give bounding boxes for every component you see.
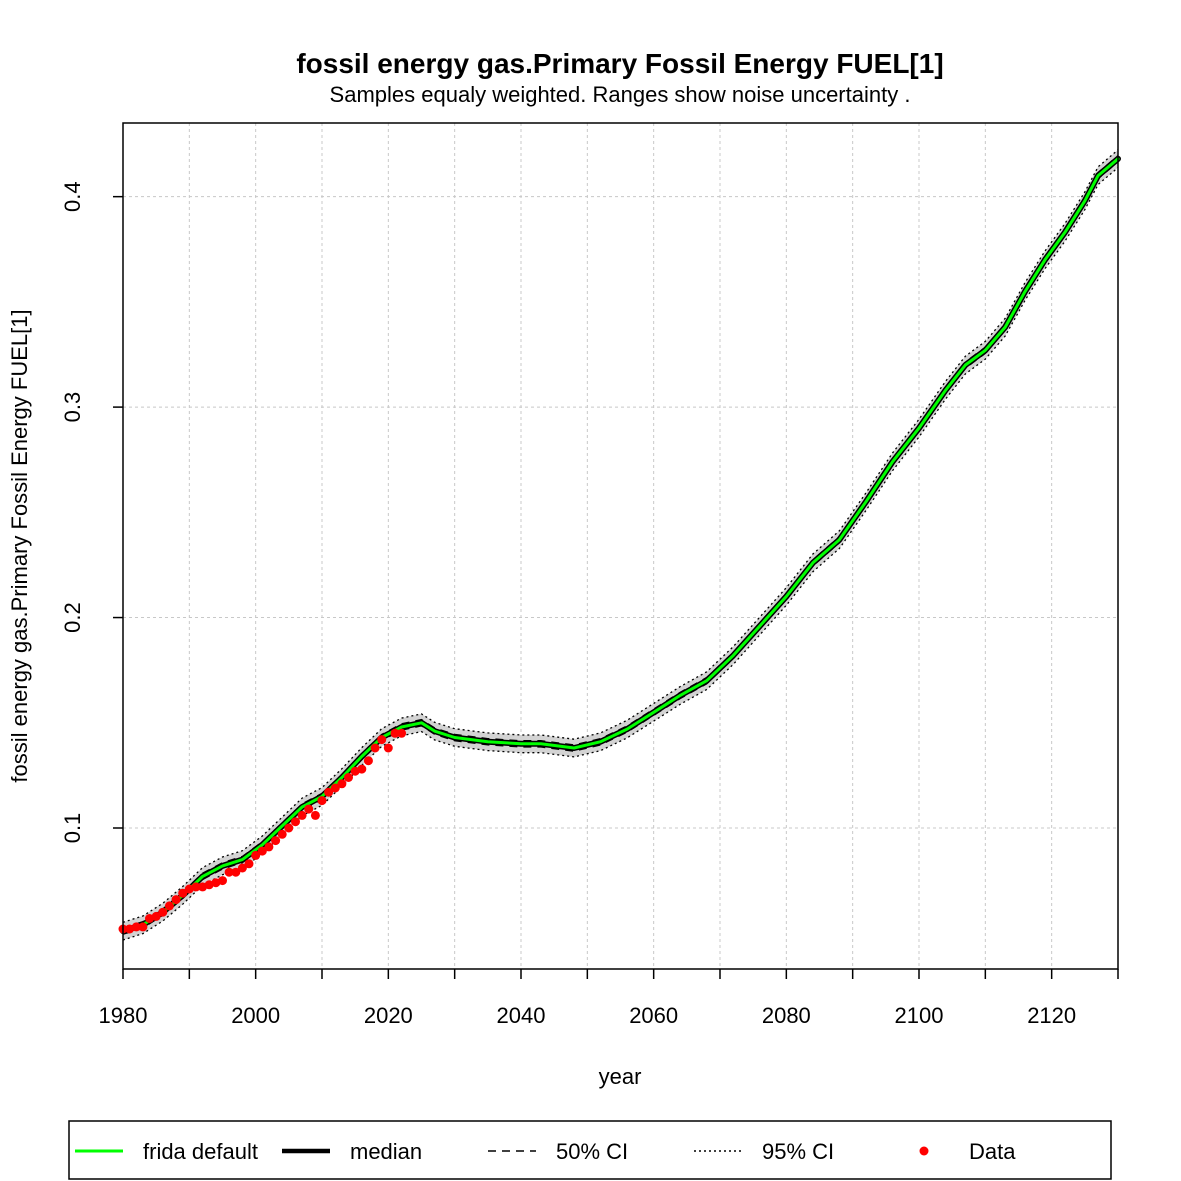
data-point [363, 756, 373, 766]
data-point [191, 882, 201, 892]
x-tick-label: 2120 [1027, 1003, 1076, 1028]
data-point [277, 829, 287, 839]
data-point [357, 764, 367, 774]
data-point [237, 863, 247, 873]
data-point [330, 783, 340, 793]
median-line [120, 155, 1121, 935]
data-point [304, 804, 314, 814]
series-lines [120, 149, 1121, 941]
legend-label-50ci: 50% CI [556, 1139, 628, 1164]
grid [123, 123, 1118, 969]
x-axis: 1980 2000 2020 2040 2060 2080 2100 2120 [99, 969, 1119, 1028]
ci-50-lower-line [122, 161, 1119, 935]
data-point [291, 817, 300, 827]
data-points [118, 728, 407, 934]
y-tick-label: 0.4 [60, 181, 85, 212]
y-axis: 0.1 0.2 0.3 0.4 [60, 181, 123, 843]
data-point [324, 787, 334, 797]
data-point [178, 888, 188, 898]
legend-label-data: Data [969, 1139, 1016, 1164]
data-point [138, 922, 148, 932]
data-point [264, 842, 274, 852]
ci-95-lower-line [122, 167, 1119, 941]
ci-95-band [123, 149, 1118, 940]
frida-default-line [121, 157, 1120, 933]
data-point [257, 846, 267, 856]
data-point [231, 867, 241, 877]
y-tick-label: 0.3 [60, 392, 85, 423]
data-point [244, 859, 254, 869]
x-tick-label: 2000 [231, 1003, 280, 1028]
x-tick-label: 1980 [99, 1003, 148, 1028]
legend-swatch-data [919, 1146, 929, 1156]
data-point [390, 728, 400, 738]
data-point [344, 773, 353, 782]
data-point [397, 728, 407, 738]
y-tick-label: 0.1 [60, 813, 85, 844]
data-point [337, 779, 347, 789]
plot-frame [122, 122, 1119, 970]
data-point [151, 911, 161, 921]
data-point [251, 850, 261, 860]
legend-label-median: median [350, 1139, 422, 1164]
data-point [158, 907, 168, 917]
ci-95-upper-line [122, 149, 1119, 923]
x-tick-label: 2080 [762, 1003, 811, 1028]
data-point [171, 895, 181, 905]
y-tick-label: 0.2 [60, 602, 85, 633]
chart-subtitle: Samples equaly weighted. Ranges show noi… [330, 82, 911, 107]
data-point [224, 867, 234, 877]
data-point [164, 901, 174, 911]
x-tick-label: 2100 [895, 1003, 944, 1028]
data-point [370, 743, 380, 753]
legend-box [68, 1120, 1112, 1180]
ci-50-upper-line [122, 155, 1119, 929]
data-point [284, 823, 294, 833]
legend-label-frida-default: frida default [143, 1139, 258, 1164]
x-tick-label: 2060 [629, 1003, 678, 1028]
data-point [310, 810, 320, 820]
data-point [297, 810, 307, 820]
uncertainty-bands [123, 149, 1118, 940]
y-axis-title: fossil energy gas.Primary Fossil Energy … [7, 309, 32, 782]
x-axis-title: year [599, 1064, 642, 1089]
legend-label-95ci: 95% CI [762, 1139, 834, 1164]
data-point [218, 876, 227, 886]
data-point [271, 836, 281, 846]
x-tick-label: 2020 [364, 1003, 413, 1028]
data-point [317, 796, 327, 806]
data-point [377, 735, 387, 745]
x-tick-label: 2040 [497, 1003, 546, 1028]
data-point [131, 922, 141, 932]
legend: frida default median 50% CI 95% CI Data [68, 1120, 1112, 1180]
chart-title: fossil energy gas.Primary Fossil Energy … [296, 48, 943, 79]
data-point [383, 743, 393, 753]
